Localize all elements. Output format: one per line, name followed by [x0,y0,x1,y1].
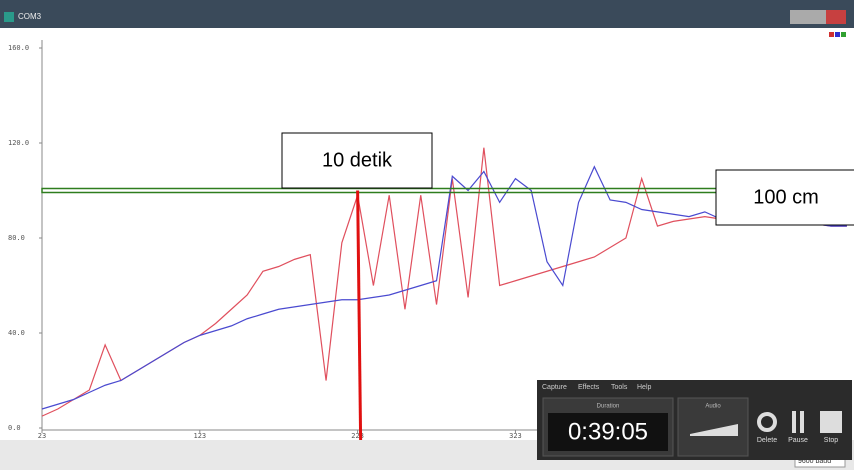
y-tick-label: 120.0 [8,139,29,147]
stop-icon[interactable] [820,411,842,433]
data-line [41,165,847,410]
window-title: COM3 [18,12,42,21]
reference-line [41,187,854,194]
legend-swatch [841,32,846,37]
baud-rate[interactable]: 9600 baud [798,458,831,465]
delete-icon[interactable] [757,412,777,432]
duration: 0:39:05 [568,418,648,445]
audio-level[interactable] [690,424,738,436]
annotation-box [281,132,433,189]
annotation: 100 cm [753,186,819,208]
annotation: 10 detik [322,149,393,171]
duration-label: Duration [597,404,620,410]
legend-swatch [835,32,840,37]
x-tick-label: 223 [351,432,364,440]
button-label[interactable]: Delete [757,437,777,444]
annotation-box [715,169,854,226]
plot-background [0,28,854,440]
title-bar [0,0,854,28]
menu-item[interactable]: Help [637,384,652,391]
close-button[interactable] [826,10,846,24]
duration-display [548,413,668,451]
y-tick-label: 40.0 [8,329,25,337]
legend-swatch [829,32,834,37]
menu-item[interactable]: Tools [611,384,628,391]
pause-icon[interactable] [792,411,796,433]
x-tick-label: 123 [193,432,206,440]
y-tick-label: 160.0 [8,44,29,52]
recorder: Capture Effects Tools Help Duration 0:39… [537,380,852,460]
menu-item[interactable]: Effects [578,384,600,391]
menu-item[interactable]: Capture [542,384,567,391]
x-tick-label: 323 [509,432,522,440]
y-tick-label: 80.0 [8,234,25,242]
button-label[interactable]: Stop [824,437,839,444]
y-tick-label: 0.0 [8,424,21,432]
x-tick-label: 23 [38,432,46,440]
pause-icon[interactable] [800,411,804,433]
app-icon [4,12,14,22]
audio-label: Audio [705,404,721,410]
button-label[interactable]: Pause [788,437,808,444]
reference-line [356,190,363,441]
